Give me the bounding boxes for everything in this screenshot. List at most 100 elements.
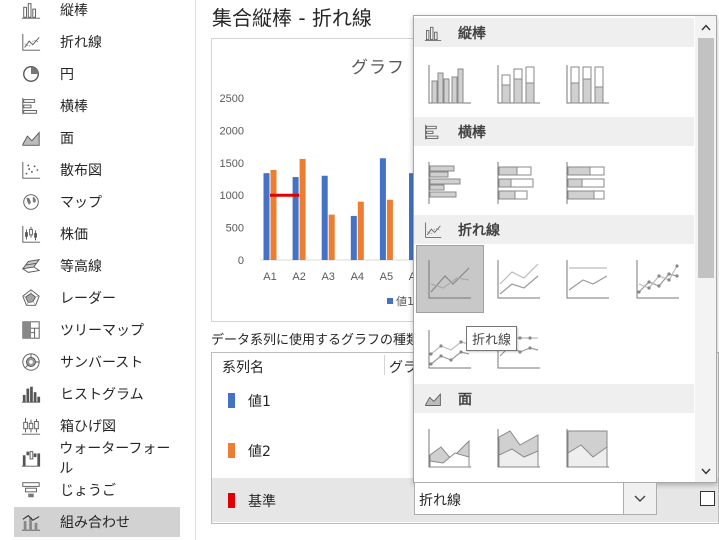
- scroll-up-button[interactable]: [695, 16, 716, 38]
- sidebar-item-label: レーダー: [60, 291, 116, 307]
- line-markers-chart-icon: [636, 260, 679, 299]
- area-100-chart-icon: [566, 429, 609, 468]
- chart-title: グラフ タイトル: [351, 58, 420, 78]
- line-chart-icon: [22, 33, 41, 51]
- sidebar-item-column-chart[interactable]: 縦棒: [14, 0, 180, 25]
- sidebar-item-icon: [20, 351, 42, 373]
- chart-option-line-100[interactable]: [554, 245, 622, 313]
- sidebar-item-label: 面: [60, 131, 74, 147]
- sidebar-item-bar-chart[interactable]: 横棒: [14, 91, 180, 121]
- sidebar-item-label: 横棒: [60, 99, 88, 115]
- chart-option-column-100[interactable]: [554, 50, 622, 118]
- series-instruction: データ系列に使用するグラフの種類と軸を選択してください:: [211, 333, 416, 348]
- treemap-chart-icon: [22, 321, 40, 339]
- y-tick-label: 1500: [220, 158, 244, 170]
- sidebar-item-boxwhisker-chart[interactable]: 箱ひげ図: [14, 411, 180, 441]
- sidebar-item-waterfall-chart[interactable]: ウォーターフォール: [14, 441, 180, 477]
- series-name: 値2: [248, 444, 271, 460]
- dropdown-button[interactable]: [623, 483, 656, 514]
- sidebar-item-line-chart[interactable]: 折れ線: [14, 27, 180, 57]
- x-tick-label: A3: [321, 271, 334, 283]
- gallery-scrollbar[interactable]: [695, 16, 716, 482]
- bar-値2-A3: [328, 214, 335, 260]
- chart-option-line-stacked[interactable]: [485, 245, 553, 313]
- sidebar-item-treemap-chart[interactable]: ツリーマップ: [14, 315, 180, 345]
- section-icon: [424, 24, 444, 42]
- sidebar-item-funnel-chart[interactable]: じょうご: [14, 475, 180, 505]
- sidebar-item-map-chart[interactable]: マップ: [14, 187, 180, 217]
- chart-option-column-stacked[interactable]: [485, 50, 553, 118]
- sidebar-item-area-chart[interactable]: 面: [14, 123, 180, 153]
- sidebar-item-radar-chart[interactable]: レーダー: [14, 283, 180, 313]
- line-chart-icon: [425, 222, 442, 238]
- chart-option-area-100[interactable]: [554, 414, 622, 482]
- series-color-swatch: [228, 393, 235, 408]
- sidebar-item-icon: [20, 447, 41, 469]
- x-tick-label: A2: [292, 271, 305, 283]
- x-tick-label: A5: [380, 271, 393, 283]
- sidebar-item-label: 散布図: [60, 163, 102, 179]
- section-label: 横棒: [458, 124, 486, 141]
- sidebar-item-icon: [20, 159, 42, 181]
- sunburst-chart-icon: [22, 353, 40, 371]
- y-tick-label: 0: [238, 255, 244, 267]
- sidebar-item-icon: [20, 511, 42, 533]
- sidebar-item-label: ウォーターフォール: [59, 441, 171, 477]
- scroll-thumb[interactable]: [698, 38, 714, 278]
- column-clustered-chart-icon: [428, 65, 471, 104]
- header-series-name: 系列名: [222, 360, 264, 376]
- line-markers-stacked-chart-icon: [428, 330, 471, 369]
- sidebar-item-icon: [20, 191, 42, 213]
- area-chart-icon: [428, 429, 471, 468]
- sidebar-item-combo-chart[interactable]: 組み合わせ: [14, 507, 180, 537]
- sidebar-item-pie-chart[interactable]: 円: [14, 59, 180, 89]
- map-chart-icon: [23, 194, 39, 210]
- chart-option-area[interactable]: [416, 414, 484, 482]
- chart-option-bar-100[interactable]: [554, 149, 622, 217]
- series-color-swatch: [228, 493, 235, 508]
- area-chart-icon: [425, 392, 441, 406]
- chart-option-line[interactable]: [416, 245, 484, 313]
- sidebar-item-scatter-chart[interactable]: 散布図: [14, 155, 180, 185]
- bar-chart-icon: [425, 124, 439, 139]
- sidebar-item-label: ツリーマップ: [60, 323, 144, 339]
- sidebar-item-label: じょうご: [60, 483, 116, 499]
- chart-option-bar-clustered[interactable]: [416, 149, 484, 217]
- bar-値1-A4: [350, 215, 357, 260]
- chart-plot: 05001000150020002500A1A2A3A4A5A6値1: [220, 93, 420, 308]
- sidebar-item-stock-chart[interactable]: 株価: [14, 219, 180, 249]
- bar-値1-A3: [321, 175, 328, 260]
- section-label: 折れ線: [458, 222, 500, 239]
- legend-swatch: [387, 298, 393, 304]
- y-tick-label: 500: [226, 223, 244, 235]
- chart-option-column-clustered[interactable]: [416, 50, 484, 118]
- chart-option-area-stacked[interactable]: [485, 414, 553, 482]
- bar-値1-A6: [409, 173, 415, 260]
- secondary-axis-checkbox[interactable]: [700, 491, 715, 506]
- chart-option-line-markers[interactable]: [624, 245, 692, 313]
- chart-preview: グラフ タイトル 05001000150020002500A1A2A3A4A5A…: [211, 38, 421, 322]
- bar-値1-A1: [263, 173, 270, 260]
- series-row[interactable]: 値1: [212, 378, 718, 422]
- bar-chart-icon: [22, 97, 37, 115]
- sidebar-item-histogram-chart[interactable]: ヒストグラム: [14, 379, 180, 409]
- section-label: 面: [458, 391, 472, 408]
- tooltip: 折れ線: [466, 326, 518, 351]
- sidebar-item-icon: [20, 0, 42, 21]
- x-tick-label: A4: [351, 271, 364, 283]
- sidebar-item-icon: [20, 223, 42, 245]
- series-row[interactable]: 値2: [212, 428, 718, 472]
- histogram-chart-icon: [21, 386, 41, 403]
- waterfall-chart-icon: [21, 451, 40, 467]
- scroll-down-button[interactable]: [695, 460, 716, 482]
- bar-clustered-chart-icon: [428, 162, 461, 204]
- chart-type-select[interactable]: 折れ線: [414, 482, 657, 515]
- sidebar-item-icon: [20, 287, 42, 309]
- chart-type-sidebar: 縦棒 折れ線 円 横棒 面 散布図 マップ 株価 等高線 レーダー: [0, 0, 196, 540]
- chart-option-line-markers-stacked[interactable]: [416, 315, 484, 383]
- sidebar-item-sunburst-chart[interactable]: サンバースト: [14, 347, 180, 377]
- sidebar-item-icon: [20, 415, 42, 437]
- series-name: 値1: [248, 394, 271, 410]
- sidebar-item-surface-chart[interactable]: 等高線: [14, 251, 180, 281]
- chart-option-bar-stacked[interactable]: [485, 149, 553, 217]
